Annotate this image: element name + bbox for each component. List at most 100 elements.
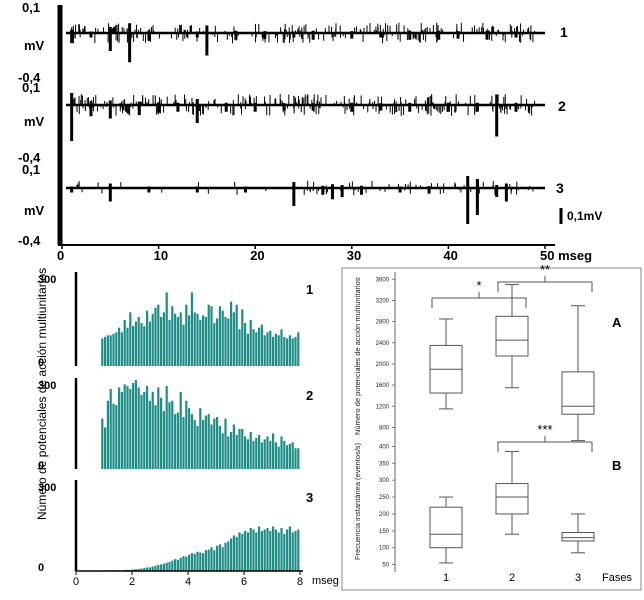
histogram-2-yzero-label: 0 bbox=[38, 460, 44, 472]
histogram-2-bar bbox=[286, 445, 289, 469]
histogram-3-bar bbox=[283, 533, 286, 571]
histogram-1-bar bbox=[244, 323, 247, 366]
boxplot-A-y-tick-label: 800 bbox=[379, 425, 390, 431]
histogram-3-name: 3 bbox=[306, 490, 313, 505]
histogram-3-bar bbox=[249, 527, 252, 571]
histogram-2-bar bbox=[123, 384, 126, 469]
histogram-1-bar bbox=[286, 338, 289, 366]
histogram-panel: Número de potenciales de acción multiuni… bbox=[35, 268, 339, 588]
histogram-2-bar bbox=[112, 403, 115, 469]
histogram-1-bar bbox=[204, 316, 207, 366]
histogram-2-bar bbox=[165, 385, 168, 469]
histogram-3-bar bbox=[160, 564, 163, 571]
histogram-axes: 300 0 1 300 0 2 300 0 3 0 2 4 6 8 mseg bbox=[38, 272, 339, 588]
trace-2-ybottom-label: -0,4 bbox=[18, 150, 41, 165]
histogram-1-bar bbox=[179, 312, 182, 366]
histogram-2-bar bbox=[176, 412, 179, 469]
trace-3-name: 3 bbox=[556, 180, 564, 196]
histogram-3-bar bbox=[162, 563, 165, 571]
trace-2-ytop-label: 0,1 bbox=[22, 80, 40, 95]
histogram-2-bar bbox=[148, 400, 151, 469]
boxplot-a-name: A bbox=[612, 315, 622, 330]
histogram-3-bar bbox=[260, 530, 263, 571]
histogram-2-bar bbox=[272, 433, 275, 469]
histogram-3-bar bbox=[174, 559, 177, 571]
histogram-bars bbox=[101, 292, 300, 571]
histogram-2-bar bbox=[238, 428, 241, 469]
histogram-3-bar bbox=[146, 567, 149, 571]
histogram-1-bar bbox=[151, 313, 154, 366]
histogram-1-bar bbox=[137, 316, 140, 366]
boxplot-B-y-tick-label: 400 bbox=[379, 444, 390, 450]
trace-x-tick-label: 20 bbox=[250, 248, 264, 263]
boxplot-B-y-tick-label: 250 bbox=[379, 495, 390, 501]
histogram-3-bar bbox=[246, 532, 249, 571]
histogram-1-bar bbox=[101, 338, 104, 366]
histogram-3-bar bbox=[255, 532, 258, 571]
histogram-3-bar bbox=[168, 562, 171, 571]
histogram-1-yzero-label: 0 bbox=[38, 357, 44, 369]
histogram-1-bar bbox=[196, 313, 199, 366]
histogram-2-bar bbox=[255, 437, 258, 469]
histogram-2-bar bbox=[207, 414, 210, 469]
histogram-3-bar bbox=[294, 530, 297, 571]
histogram-1-bar bbox=[274, 333, 277, 366]
histogram-2-bar bbox=[277, 446, 280, 469]
histogram-2-bar bbox=[224, 418, 227, 469]
histogram-3-bar bbox=[277, 532, 280, 571]
histogram-1-bar bbox=[174, 313, 177, 366]
histogram-3-bar bbox=[196, 551, 199, 571]
histogram-2-bar bbox=[193, 420, 196, 469]
boxplot-B-significance-bracket bbox=[497, 441, 593, 452]
histogram-3-bar bbox=[154, 565, 157, 571]
trace-x-tick-label: 30 bbox=[347, 248, 361, 263]
trace-2-name: 2 bbox=[558, 98, 566, 114]
histogram-1-bar bbox=[291, 338, 294, 366]
histogram-3-bar bbox=[224, 542, 227, 571]
histogram-3-bar bbox=[232, 535, 235, 571]
boxplot-category-label: 3 bbox=[575, 572, 581, 584]
histogram-2-bar bbox=[291, 442, 294, 469]
boxplot-A-y-tick-label: 3200 bbox=[376, 298, 390, 304]
histogram-1-bar bbox=[146, 310, 149, 366]
histogram-3-bar bbox=[193, 553, 196, 571]
histogram-3-bar bbox=[176, 559, 179, 571]
histogram-3-bar bbox=[218, 544, 221, 571]
histogram-1-bar bbox=[288, 335, 291, 366]
histogram-1-bar bbox=[165, 292, 168, 366]
histogram-3-bar bbox=[244, 530, 247, 571]
histogram-1-bar bbox=[199, 320, 202, 366]
histogram-1-bar bbox=[269, 330, 272, 366]
histogram-2-bar bbox=[218, 425, 221, 469]
histogram-3-bar bbox=[238, 532, 241, 571]
histogram-3-bar bbox=[199, 552, 202, 571]
histogram-1-bar bbox=[188, 315, 191, 366]
boxplot-a-ylabel: Número de potenciales de acción multiuni… bbox=[353, 277, 362, 435]
histogram-2-bar bbox=[199, 408, 202, 469]
trace-1-ybottom-label: -0,4 bbox=[18, 70, 41, 85]
histogram-1-bar bbox=[168, 320, 171, 366]
histogram-2-bar bbox=[162, 411, 165, 469]
histogram-2-bar bbox=[151, 391, 154, 469]
histogram-3-bar bbox=[274, 529, 277, 571]
histogram-1-bar bbox=[224, 316, 227, 366]
histogram-1-bar bbox=[227, 318, 230, 366]
histogram-2-name: 2 bbox=[306, 388, 313, 403]
boxplot-A-box bbox=[561, 371, 595, 415]
histogram-1-bar bbox=[241, 309, 244, 366]
histogram-2-bar bbox=[137, 387, 140, 469]
histogram-1-bar bbox=[213, 323, 216, 366]
boxplot-b-name: B bbox=[612, 458, 621, 473]
histogram-3-bar bbox=[182, 556, 185, 571]
boxplot-b-ylabel: Frecuencia instantánea (eventos/s) bbox=[353, 442, 362, 560]
histogram-1-bar bbox=[140, 323, 143, 366]
histogram-2-bar bbox=[283, 440, 286, 469]
histogram-1-bar bbox=[277, 335, 280, 366]
histogram-1-bar bbox=[157, 304, 160, 366]
histogram-2-bar bbox=[126, 385, 129, 469]
histogram-3-bar bbox=[190, 553, 193, 571]
histogram-1-bar bbox=[232, 312, 235, 366]
histogram-3-ytop-label: 300 bbox=[38, 482, 56, 494]
histogram-x-tick-label: 4 bbox=[185, 576, 191, 588]
histogram-3-yzero-label: 0 bbox=[38, 562, 44, 574]
